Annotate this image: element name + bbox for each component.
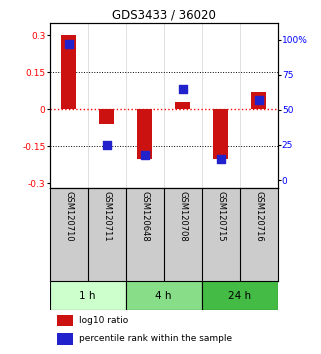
Bar	[213, 109, 228, 159]
Title: GDS3433 / 36020: GDS3433 / 36020	[112, 9, 216, 22]
Bar	[175, 102, 190, 109]
Text: 4 h: 4 h	[155, 291, 172, 301]
Point	[104, 142, 109, 148]
Bar	[202, 281, 278, 310]
Bar	[56, 333, 73, 345]
Bar	[137, 109, 152, 159]
Point	[218, 156, 223, 162]
Point	[142, 152, 147, 158]
Text: GSM120708: GSM120708	[178, 191, 187, 242]
Text: GSM120710: GSM120710	[64, 191, 73, 242]
Point	[180, 86, 185, 92]
Text: 1 h: 1 h	[80, 291, 96, 301]
Bar	[61, 35, 76, 109]
Text: GSM120715: GSM120715	[216, 191, 225, 242]
Point	[256, 97, 261, 103]
Text: log10 ratio: log10 ratio	[79, 316, 129, 325]
Text: GSM120648: GSM120648	[140, 191, 149, 242]
Text: GSM120716: GSM120716	[254, 191, 263, 242]
Bar	[56, 315, 73, 326]
Bar	[126, 281, 202, 310]
Text: percentile rank within the sample: percentile rank within the sample	[79, 335, 232, 343]
Bar	[251, 92, 266, 109]
Point	[66, 41, 71, 47]
Text: 24 h: 24 h	[228, 291, 251, 301]
Bar	[99, 109, 114, 124]
Text: GSM120711: GSM120711	[102, 191, 111, 242]
Bar	[50, 281, 126, 310]
